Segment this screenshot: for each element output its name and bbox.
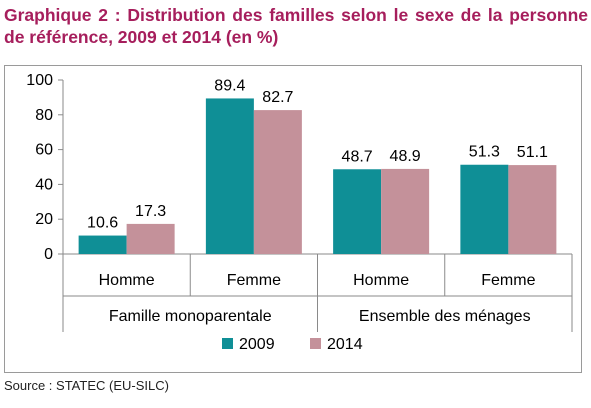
- y-tick-label: 0: [44, 246, 53, 263]
- data-label: 82.7: [262, 89, 293, 106]
- x-category-label: Femme: [481, 272, 535, 289]
- source-note: Source : STATEC (EU-SILC): [4, 378, 169, 393]
- bar-2014: [253, 110, 302, 255]
- bar-2014: [381, 168, 430, 254]
- data-label: 51.1: [517, 144, 548, 161]
- bar-2009: [460, 164, 509, 254]
- data-label: 17.3: [135, 203, 166, 220]
- data-label: 10.6: [87, 215, 118, 232]
- data-label: 51.3: [469, 144, 500, 161]
- data-label: 89.4: [214, 77, 245, 94]
- y-tick-label: 60: [35, 142, 53, 159]
- y-tick-label: 20: [35, 211, 53, 228]
- data-label: 48.9: [390, 148, 421, 165]
- legend-swatch-2009: [222, 338, 233, 349]
- x-category-label: Homme: [353, 272, 409, 289]
- bar-2014: [126, 223, 175, 254]
- legend-label: 2009: [239, 336, 275, 353]
- bar-2009: [205, 98, 254, 254]
- bar-2014: [508, 165, 557, 254]
- legend-swatch-2014: [310, 338, 321, 349]
- chart-title: Graphique 2 : Distribution des familles …: [4, 5, 588, 47]
- x-category-label: Homme: [99, 272, 155, 289]
- y-tick-label: 100: [26, 72, 53, 89]
- legend-label: 2014: [327, 336, 363, 353]
- x-group-label: Famille monoparentale: [109, 308, 272, 325]
- x-group-label: Ensemble des ménages: [359, 308, 531, 325]
- y-tick-label: 80: [35, 107, 53, 124]
- bar-2009: [78, 235, 127, 254]
- bar-2009: [333, 169, 382, 254]
- y-tick-label: 40: [35, 176, 53, 193]
- data-label: 48.7: [342, 148, 373, 165]
- x-category-label: Femme: [227, 272, 281, 289]
